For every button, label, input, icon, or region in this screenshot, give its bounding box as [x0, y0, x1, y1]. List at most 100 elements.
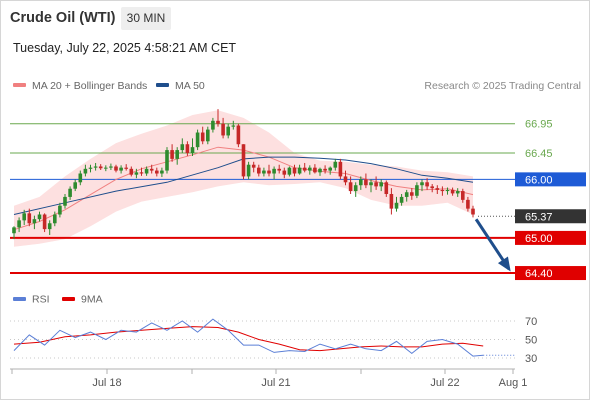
- candle-body: [73, 182, 77, 189]
- candle-body: [149, 168, 154, 171]
- candle-body: [42, 214, 47, 230]
- candle-body: [430, 186, 434, 189]
- candle-body: [216, 120, 220, 124]
- level-label-65.00: 65.00: [525, 233, 553, 245]
- candle-body: [379, 182, 383, 187]
- candle-body: [175, 150, 179, 159]
- rsi-ma-legend-swatch: [62, 297, 75, 301]
- candle-body: [53, 214, 57, 224]
- candle-body: [374, 182, 378, 187]
- level-label-64.40: 64.40: [525, 268, 553, 280]
- candle-body: [124, 167, 128, 169]
- candle-body: [170, 150, 174, 159]
- ma50-legend-label: MA 50: [175, 80, 205, 92]
- candle-body: [27, 213, 32, 224]
- rsi-tick-30: 30: [525, 353, 537, 365]
- candle-body: [195, 132, 200, 148]
- candle-body: [93, 166, 98, 168]
- candle-body: [165, 150, 169, 171]
- candle-body: [272, 168, 276, 174]
- candle-body: [22, 213, 26, 221]
- candle-body: [369, 182, 373, 186]
- candle-body: [241, 144, 246, 177]
- timeframe-badge[interactable]: 30 MIN: [121, 7, 171, 30]
- candle-body: [328, 167, 332, 171]
- candle-body: [251, 164, 256, 168]
- rsi-legend-label: RSI: [32, 294, 50, 306]
- candle-body: [343, 176, 348, 183]
- candle-body: [200, 132, 205, 142]
- credit-text: Research © 2025 Trading Central: [424, 80, 581, 92]
- candle-body: [410, 192, 414, 196]
- candle-body: [425, 182, 429, 187]
- candle-body: [267, 170, 271, 174]
- ma20-legend-label: MA 20 + Bollinger Bands: [32, 80, 148, 92]
- rsi-tick-70: 70: [525, 316, 537, 328]
- candle-body: [440, 189, 445, 192]
- rsi-line: [13, 318, 484, 357]
- candle-body: [348, 182, 353, 192]
- candle-body: [461, 191, 465, 200]
- candle-body: [287, 167, 292, 175]
- candle-body: [384, 182, 389, 194]
- candle-body: [83, 168, 88, 174]
- candle-body: [134, 172, 139, 175]
- legend-ma20: MA 20 + Bollinger Bands: [13, 80, 147, 92]
- candle-body: [323, 168, 327, 171]
- candle-body: [297, 167, 302, 174]
- candle-body: [333, 161, 338, 168]
- candle-body: [12, 227, 16, 234]
- candle-body: [257, 167, 261, 174]
- level-tag-64.40: [515, 266, 586, 281]
- candle-body: [226, 126, 230, 136]
- candle-body: [415, 185, 419, 196]
- candle-body: [139, 172, 144, 174]
- level-tag-66.00: [515, 172, 586, 187]
- candle-body: [282, 170, 287, 175]
- candle-body: [262, 170, 266, 174]
- level-tag-65.00: [515, 230, 586, 245]
- candle-body: [404, 192, 409, 197]
- candle-body: [47, 223, 52, 230]
- ma20-swatch: [13, 83, 26, 88]
- candle-body: [389, 194, 394, 209]
- candle-body: [231, 125, 236, 127]
- candle-body: [206, 129, 210, 142]
- timestamp: Tuesday, July 22, 2025 4:58:21 AM CET: [13, 41, 237, 55]
- x-tick-label: Aug 1: [499, 377, 528, 389]
- candle-body: [109, 166, 113, 168]
- projection-arrow-head: [497, 256, 511, 272]
- candle-body: [155, 170, 159, 174]
- ma50-swatch: [156, 83, 169, 88]
- candle-body: [114, 166, 118, 171]
- x-tick-label: Jul 18: [92, 377, 121, 389]
- candle-body: [277, 168, 281, 171]
- candle-body: [466, 199, 470, 209]
- candle-body: [394, 202, 399, 209]
- rsi-ma-legend-label: 9MA: [81, 294, 103, 306]
- candle-body: [180, 144, 185, 151]
- candle-body: [88, 167, 93, 169]
- candle-body: [63, 196, 67, 206]
- legend-ma50: MA 50: [156, 80, 205, 92]
- candle-body: [144, 168, 149, 174]
- candle-body: [399, 196, 404, 203]
- candle-body: [58, 205, 62, 215]
- candle-body: [338, 161, 343, 177]
- level-label-65.37: 65.37: [525, 211, 553, 223]
- candle-body: [455, 191, 460, 194]
- candle-body: [302, 167, 307, 171]
- candle-body: [353, 185, 358, 192]
- candle-body: [359, 179, 363, 186]
- rsi-9ma-line: [13, 326, 484, 352]
- candle-body: [98, 166, 103, 169]
- candle-body: [68, 188, 72, 197]
- candle-body: [104, 167, 108, 169]
- level-label-66.45: 66.45: [525, 148, 553, 160]
- candle-body: [236, 125, 241, 145]
- instrument-title: Crude Oil (WTI): [10, 10, 116, 26]
- rsi-tick-50: 50: [525, 335, 537, 347]
- candle-body: [185, 144, 190, 154]
- candle-body: [17, 220, 21, 228]
